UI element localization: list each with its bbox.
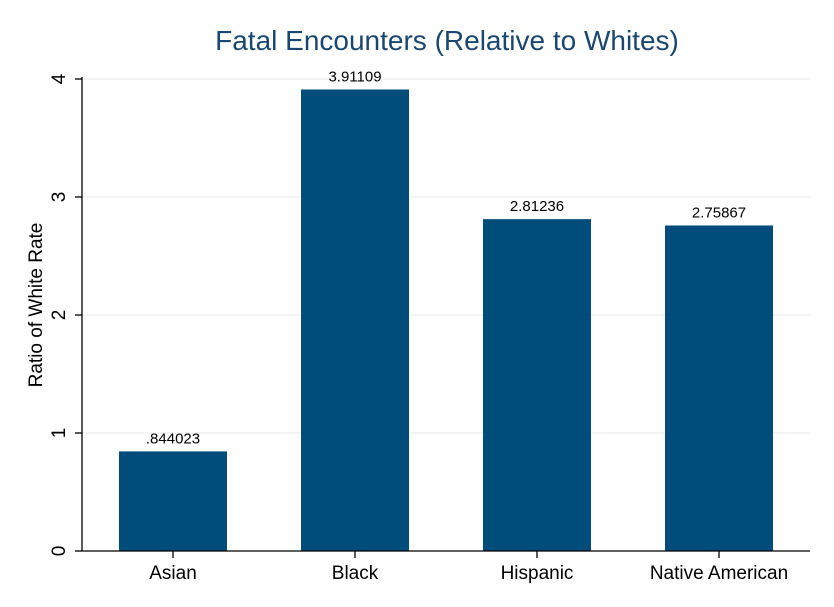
value-labels: .844023 3.91109 2.81236 2.75867 (146, 68, 746, 447)
bars (119, 89, 773, 552)
bar-value-label: 3.91109 (328, 68, 381, 85)
x-tick-label: Hispanic (501, 563, 574, 584)
x-tick-label: Native American (650, 563, 788, 584)
x-tick-labels: Asian Black Hispanic Native American (149, 563, 788, 584)
y-tick-label: 2 (49, 310, 70, 321)
y-tick-labels: 0 1 2 3 4 (49, 73, 70, 556)
bar-value-label: 2.75867 (692, 204, 746, 221)
chart-title: Fatal Encounters (Relative to Whites) (215, 25, 679, 56)
bar (483, 219, 591, 551)
axes (75, 77, 810, 558)
bar-value-label: .844023 (146, 430, 200, 447)
bar (665, 225, 773, 552)
bar (119, 451, 227, 551)
y-tick-label: 1 (49, 428, 70, 439)
y-tick-label: 3 (49, 192, 70, 203)
x-tick-label: Asian (149, 563, 197, 584)
bar-value-label: 2.81236 (510, 198, 564, 215)
bar (301, 89, 409, 551)
y-tick-label: 0 (49, 546, 70, 557)
y-tick-label: 4 (49, 73, 70, 84)
x-tick-label: Black (332, 563, 379, 584)
y-axis-label: Ratio of White Rate (26, 223, 47, 388)
